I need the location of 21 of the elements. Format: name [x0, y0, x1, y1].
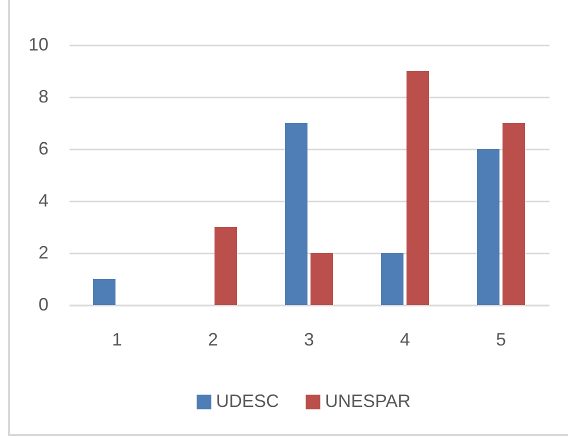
y-tick-label: 8: [38, 86, 48, 106]
bar: [502, 123, 525, 305]
y-tick-label: 10: [28, 34, 48, 54]
bar: [214, 227, 237, 305]
x-tick-label: 1: [112, 330, 122, 350]
bar: [406, 71, 429, 305]
bar: [381, 253, 404, 305]
bar: [477, 149, 500, 305]
y-tick-label: 2: [38, 242, 48, 262]
y-tick-label: 6: [38, 138, 48, 158]
y-tick-label: 4: [38, 190, 48, 210]
x-tick-label: 4: [400, 330, 410, 350]
bar: [285, 123, 308, 305]
x-tick-label: 5: [496, 330, 506, 350]
bar: [93, 279, 116, 305]
legend-label: UDESC: [216, 391, 280, 411]
x-tick-label: 2: [208, 330, 218, 350]
x-tick-label: 3: [304, 330, 314, 350]
legend-label: UNESPAR: [325, 391, 411, 411]
y-tick-label: 0: [38, 294, 48, 314]
bar: [310, 253, 333, 305]
